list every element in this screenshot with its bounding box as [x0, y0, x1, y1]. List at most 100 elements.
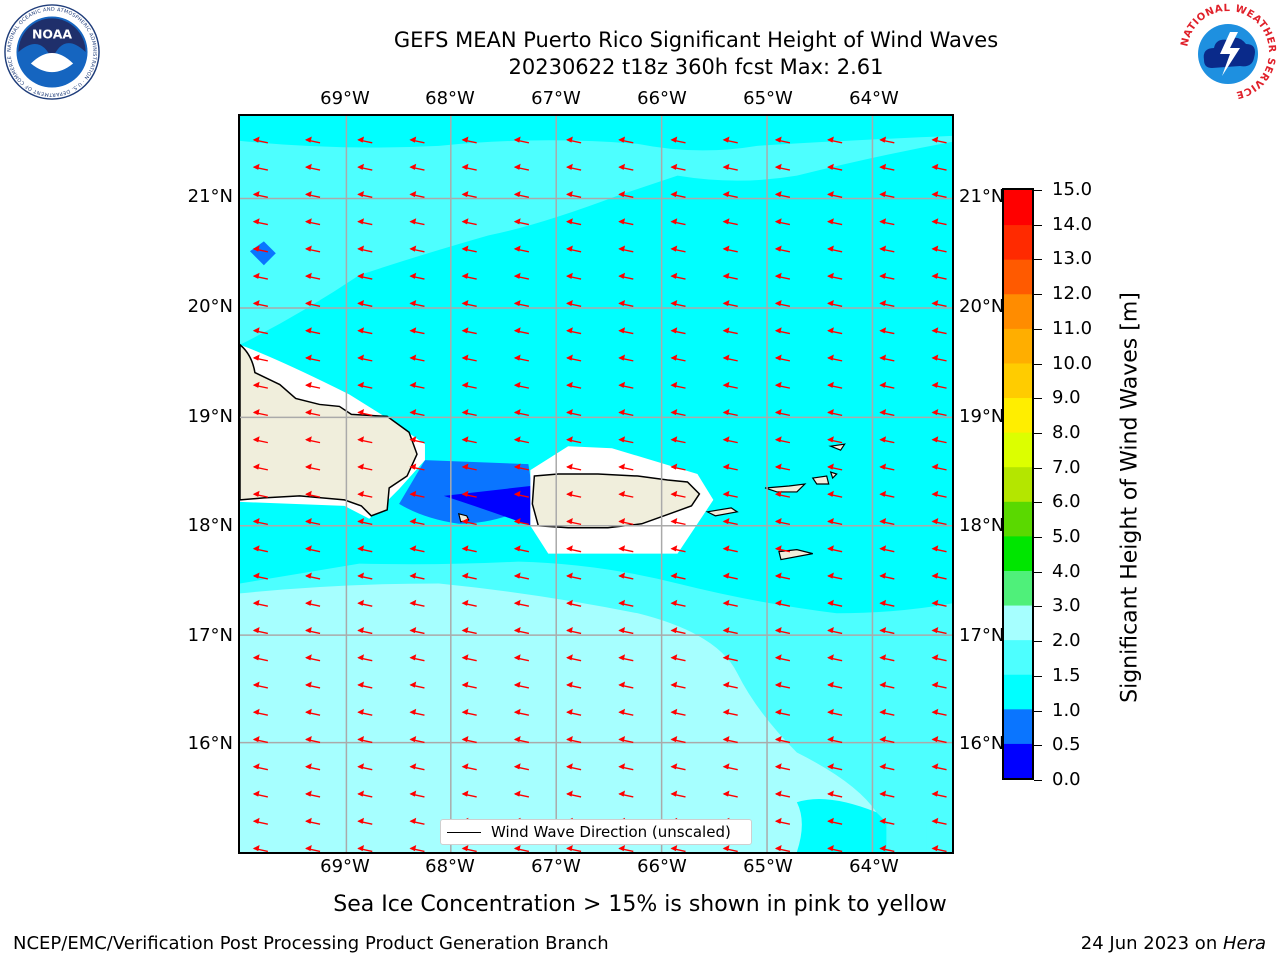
lat-label-left: 18°N [187, 515, 233, 536]
wind-arrow-head [461, 599, 469, 606]
wind-arrow-head [566, 599, 573, 606]
colorbar [1002, 188, 1034, 780]
wind-arrow-head [566, 790, 573, 797]
wind-arrow-head [513, 517, 521, 525]
colorbar-segment [1004, 293, 1032, 329]
wind-arrow-head [305, 218, 312, 225]
wind-arrow-head [566, 654, 573, 661]
wind-arrow-head [461, 545, 469, 552]
colorbar-segment [1004, 328, 1032, 364]
wind-arrow-head [931, 817, 939, 824]
lon-label-top: 66°W [637, 88, 687, 109]
wind-arrow-head [774, 545, 782, 552]
wind-arrow-head [409, 845, 417, 852]
wind-arrow-head [409, 136, 417, 143]
wind-arrow-head [566, 354, 573, 361]
wind-arrow-head [722, 599, 730, 606]
wind-arrow-head [513, 245, 521, 252]
wind-arrow-head [252, 408, 260, 416]
wind-arrow-head [931, 627, 939, 634]
lon-label-bottom: 66°W [637, 856, 687, 877]
wind-arrow-head [618, 517, 626, 525]
lon-label-top: 67°W [531, 88, 581, 109]
wind-arrow-head [827, 517, 834, 525]
wind-arrow-head [305, 327, 312, 334]
wind-arrow-head [409, 545, 417, 552]
wind-arrow-head [409, 736, 417, 743]
wind-arrow-head [879, 245, 887, 252]
wind-arrow-head [252, 354, 260, 361]
wind-arrow-head [827, 463, 834, 470]
colorbar-tick-mark [1034, 328, 1042, 330]
wind-arrow-head [618, 408, 626, 416]
colorbar-segment [1004, 501, 1032, 537]
wind-arrow-head [827, 708, 834, 715]
wind-arrow-head [774, 763, 782, 770]
wind-arrow-head [670, 408, 678, 416]
wind-arrow-head [566, 545, 573, 552]
wind-arrow-head [357, 436, 365, 443]
wind-arrow-head [513, 436, 521, 443]
wind-arrow-head [670, 572, 678, 579]
colorbar-segment [1004, 190, 1032, 226]
wind-arrow-head [252, 790, 260, 797]
wind-arrow-head [252, 327, 260, 334]
wind-arrow-head [409, 299, 417, 307]
wind-arrow-head [827, 354, 834, 361]
wind-arrow-head [774, 245, 782, 252]
wind-arrow-head [722, 163, 730, 170]
wind-arrow-head [670, 599, 678, 606]
lat-label-right: 17°N [959, 625, 1005, 646]
lon-label-bottom: 65°W [743, 856, 793, 877]
lon-label-top: 68°W [425, 88, 475, 109]
colorbar-tick-mark [1034, 675, 1042, 677]
colorbar-segment [1004, 708, 1032, 744]
colorbar-tick-label: 1.0 [1052, 699, 1081, 721]
wind-arrow-head [357, 517, 365, 525]
wind-arrow-head [409, 681, 417, 688]
wind-arrow-head [252, 245, 260, 252]
wind-arrow-head [931, 845, 939, 852]
wind-arrow-head [252, 490, 260, 497]
wind-arrow-head [722, 654, 730, 661]
wind-arrow-head [879, 545, 887, 552]
wind-arrow-head [774, 681, 782, 688]
wind-arrow-head [461, 463, 469, 470]
wind-arrow-head [409, 190, 417, 198]
wind-arrow-head [931, 436, 939, 443]
wind-arrow-head [305, 381, 312, 388]
wind-arrow-head [566, 490, 573, 497]
wind-arrow-head [670, 627, 678, 634]
wind-arrow-head [461, 845, 469, 852]
wind-arrow-head [931, 572, 939, 579]
lon-label-bottom: 64°W [849, 856, 899, 877]
wind-arrow-head [357, 599, 365, 606]
wind-arrow-head [513, 599, 521, 606]
lon-label-top: 65°W [743, 88, 793, 109]
colorbar-tick-mark [1034, 745, 1042, 747]
wind-arrow-head [305, 354, 312, 361]
wind-arrow-head [722, 627, 730, 634]
wind-arrow-head [618, 136, 626, 143]
wind-arrow-head [931, 545, 939, 552]
map-panel [238, 114, 954, 854]
wind-arrow-head [566, 327, 573, 334]
wind-arrow-head [305, 463, 312, 470]
wind-arrow-head [252, 517, 260, 525]
wind-arrow-head [827, 763, 834, 770]
wind-arrow-head [774, 327, 782, 334]
wind-arrow-head [827, 572, 834, 579]
wind-arrow-head [305, 627, 312, 634]
wind-arrow-head [305, 436, 312, 443]
wind-arrow-head [252, 163, 260, 170]
footer-producer: NCEP/EMC/Verification Post Processing Pr… [13, 933, 609, 954]
wind-arrow-head [618, 490, 626, 497]
wind-arrow-head [879, 490, 887, 497]
wind-arrow-head [931, 763, 939, 770]
wind-arrow-head [461, 299, 469, 307]
colorbar-segment [1004, 570, 1032, 606]
wind-arrow-head [566, 517, 573, 525]
wind-arrow-head [774, 736, 782, 743]
wind-arrow-head [252, 190, 260, 198]
wind-arrow-head [305, 763, 312, 770]
